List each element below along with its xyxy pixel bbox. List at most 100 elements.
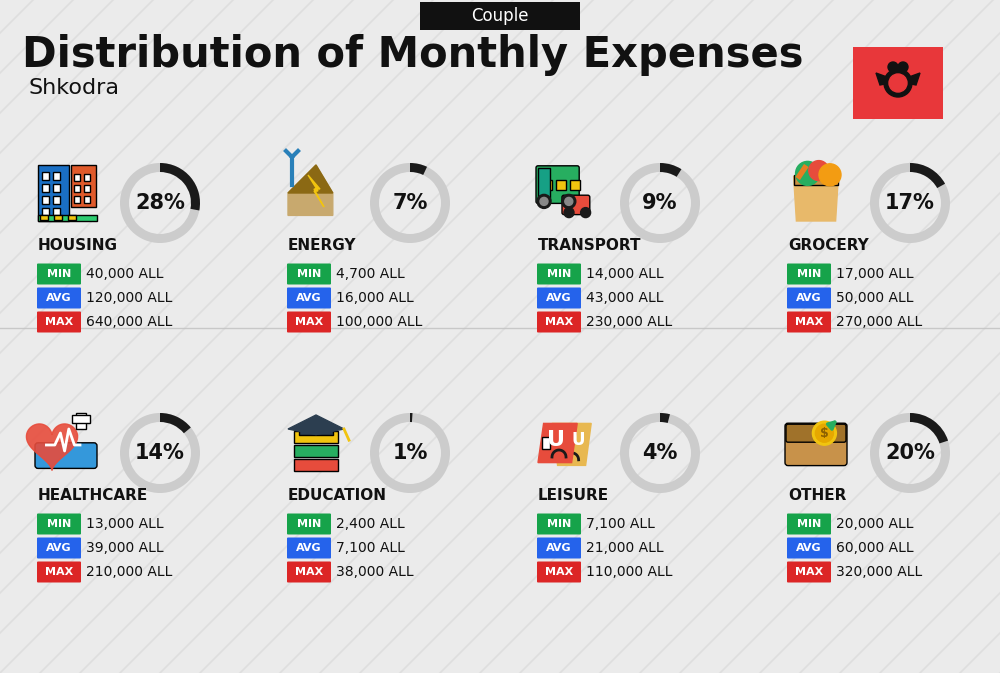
Text: 20%: 20% (885, 443, 935, 463)
FancyBboxPatch shape (787, 312, 831, 332)
FancyBboxPatch shape (35, 443, 97, 468)
Text: MIN: MIN (797, 269, 821, 279)
Text: 1%: 1% (392, 443, 428, 463)
Text: 9%: 9% (642, 193, 678, 213)
Polygon shape (552, 423, 591, 466)
FancyBboxPatch shape (53, 184, 60, 192)
FancyBboxPatch shape (53, 208, 60, 216)
Polygon shape (26, 424, 78, 470)
Text: 100,000 ALL: 100,000 ALL (336, 315, 422, 329)
FancyBboxPatch shape (294, 445, 338, 457)
Wedge shape (620, 413, 700, 493)
Text: MAX: MAX (795, 317, 823, 327)
FancyBboxPatch shape (537, 312, 581, 332)
Text: 20,000 ALL: 20,000 ALL (836, 517, 914, 531)
Text: 4,700 ALL: 4,700 ALL (336, 267, 405, 281)
Text: 43,000 ALL: 43,000 ALL (586, 291, 664, 305)
FancyBboxPatch shape (84, 174, 90, 181)
Circle shape (889, 74, 907, 92)
Text: EDUCATION: EDUCATION (288, 489, 387, 503)
Text: U: U (547, 430, 565, 450)
FancyBboxPatch shape (53, 172, 60, 180)
FancyBboxPatch shape (37, 264, 81, 285)
Text: AVG: AVG (546, 543, 572, 553)
FancyBboxPatch shape (37, 312, 81, 332)
Text: 7,100 ALL: 7,100 ALL (586, 517, 655, 531)
Wedge shape (910, 413, 948, 444)
Text: ENERGY: ENERGY (288, 238, 356, 254)
FancyBboxPatch shape (536, 166, 579, 203)
Wedge shape (910, 163, 945, 188)
FancyBboxPatch shape (287, 561, 331, 583)
Polygon shape (538, 423, 577, 462)
Wedge shape (120, 413, 200, 493)
Text: 39,000 ALL: 39,000 ALL (86, 541, 164, 555)
Text: HOUSING: HOUSING (38, 238, 118, 254)
FancyBboxPatch shape (787, 264, 831, 285)
Text: MAX: MAX (45, 317, 73, 327)
FancyBboxPatch shape (53, 196, 60, 204)
Text: MAX: MAX (545, 317, 573, 327)
Wedge shape (410, 163, 427, 175)
Polygon shape (288, 165, 333, 193)
Text: 120,000 ALL: 120,000 ALL (86, 291, 172, 305)
Text: 40,000 ALL: 40,000 ALL (86, 267, 164, 281)
Wedge shape (370, 163, 450, 243)
Circle shape (819, 164, 841, 186)
FancyBboxPatch shape (570, 180, 580, 190)
FancyBboxPatch shape (785, 423, 847, 466)
Circle shape (565, 197, 573, 205)
FancyBboxPatch shape (38, 165, 69, 221)
Text: 7,100 ALL: 7,100 ALL (336, 541, 405, 555)
Text: 50,000 ALL: 50,000 ALL (836, 291, 914, 305)
FancyBboxPatch shape (294, 431, 338, 443)
Circle shape (537, 194, 551, 209)
Text: Shkodra: Shkodra (28, 78, 119, 98)
Circle shape (888, 62, 898, 72)
FancyBboxPatch shape (40, 215, 48, 220)
Text: Distribution of Monthly Expenses: Distribution of Monthly Expenses (22, 34, 804, 76)
Text: 210,000 ALL: 210,000 ALL (86, 565, 172, 579)
Text: 640,000 ALL: 640,000 ALL (86, 315, 172, 329)
Text: MIN: MIN (547, 519, 571, 529)
FancyBboxPatch shape (537, 561, 581, 583)
Wedge shape (410, 413, 413, 422)
FancyBboxPatch shape (37, 513, 81, 534)
Text: 17%: 17% (885, 193, 935, 213)
FancyBboxPatch shape (42, 184, 49, 192)
Text: 17,000 ALL: 17,000 ALL (836, 267, 914, 281)
Polygon shape (794, 176, 838, 221)
Text: Couple: Couple (471, 7, 529, 25)
FancyBboxPatch shape (287, 538, 331, 559)
Circle shape (564, 207, 574, 217)
FancyBboxPatch shape (76, 413, 86, 429)
Circle shape (809, 161, 829, 180)
FancyBboxPatch shape (74, 185, 80, 192)
FancyBboxPatch shape (71, 165, 96, 207)
Polygon shape (308, 175, 324, 207)
FancyBboxPatch shape (787, 561, 831, 583)
Text: 2,400 ALL: 2,400 ALL (336, 517, 405, 531)
FancyBboxPatch shape (420, 2, 580, 30)
Text: 230,000 ALL: 230,000 ALL (586, 315, 672, 329)
FancyBboxPatch shape (37, 561, 81, 583)
Text: OTHER: OTHER (788, 489, 846, 503)
Text: MIN: MIN (797, 519, 821, 529)
Wedge shape (870, 413, 950, 493)
Wedge shape (160, 413, 191, 433)
Wedge shape (120, 163, 200, 243)
Text: U: U (572, 431, 585, 449)
Text: AVG: AVG (296, 293, 322, 303)
Text: MIN: MIN (297, 519, 321, 529)
Text: MAX: MAX (295, 567, 323, 577)
FancyBboxPatch shape (294, 459, 338, 471)
FancyBboxPatch shape (299, 425, 333, 435)
Text: 28%: 28% (135, 193, 185, 213)
Text: 4%: 4% (642, 443, 678, 463)
FancyBboxPatch shape (538, 168, 550, 201)
Text: 38,000 ALL: 38,000 ALL (336, 565, 414, 579)
FancyBboxPatch shape (38, 215, 97, 221)
FancyBboxPatch shape (74, 174, 80, 181)
Text: TRANSPORT: TRANSPORT (538, 238, 642, 254)
Text: 270,000 ALL: 270,000 ALL (836, 315, 922, 329)
